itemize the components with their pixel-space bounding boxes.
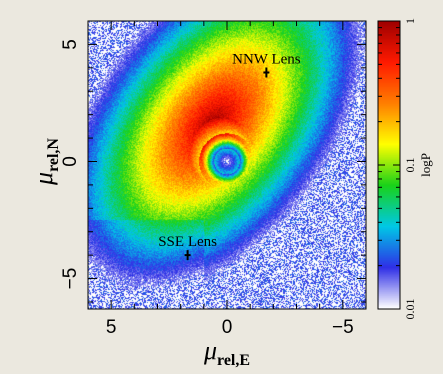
y-tick-label: 0 [60, 156, 81, 167]
axis-ticks [87, 20, 400, 310]
x-tick-label: 5 [106, 317, 117, 338]
colorbar-tick-label: 0.1 [403, 158, 417, 173]
x-axis-label: μrel,E [203, 336, 250, 369]
x-tick-label: −5 [332, 317, 354, 338]
colorbar-tick-label: 0.01 [403, 299, 417, 320]
plot-frame [87, 20, 367, 310]
x-tick-label: 0 [222, 317, 233, 338]
axis-labels: 5 0 −5 5 0 −5 1 0.1 0.01 logP μrel,E μrel,N [29, 18, 433, 369]
y-axis-label: μrel,N [29, 138, 62, 186]
y-tick-label: 5 [60, 39, 81, 50]
lens-marker [263, 67, 270, 78]
colorbar-label: logP [418, 153, 433, 177]
annotations: NNW Lens SSE Lens [158, 52, 301, 261]
lens-annotation-label: NNW Lens [232, 52, 301, 68]
lens-annotation-label: SSE Lens [158, 234, 217, 250]
y-tick-label: −5 [60, 268, 81, 290]
colorbar-tick-label: 1 [403, 18, 417, 24]
lens-marker [184, 250, 191, 261]
